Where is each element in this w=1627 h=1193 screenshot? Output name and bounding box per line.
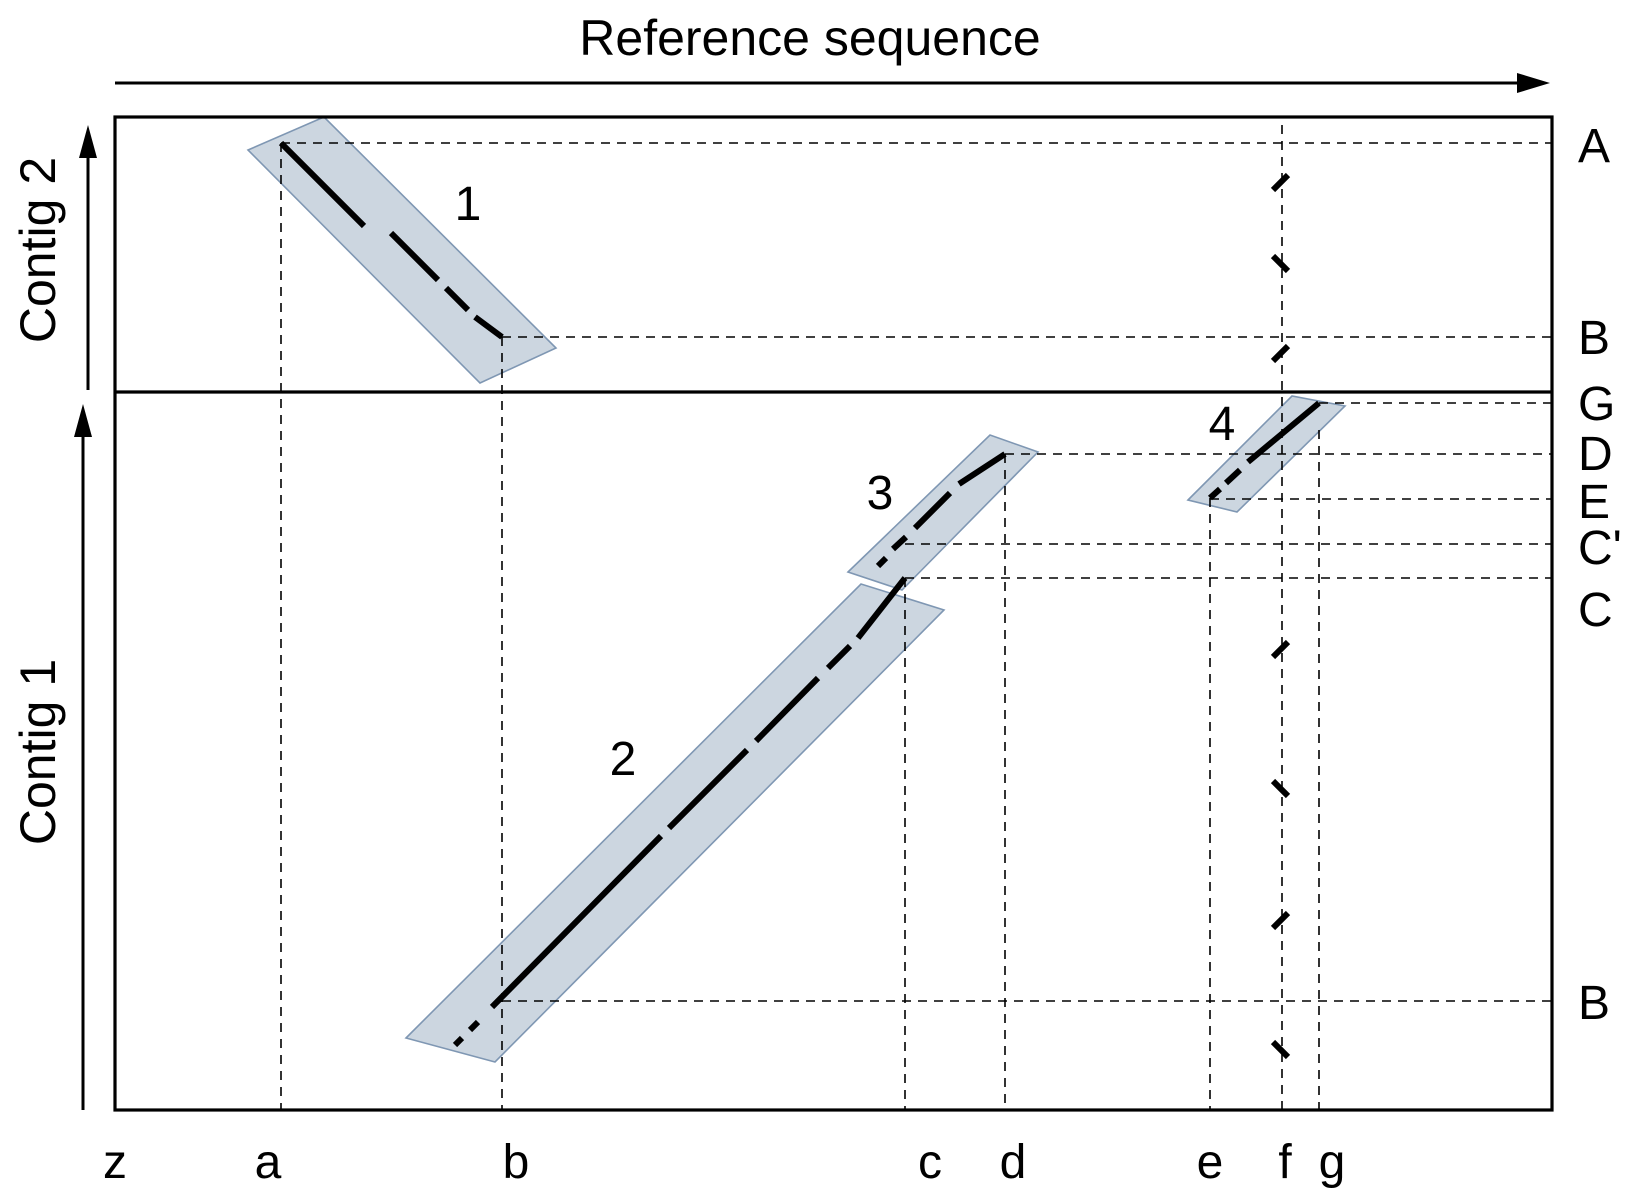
y-label-G: G <box>1578 378 1615 431</box>
segment-label-1: 1 <box>455 178 482 231</box>
x-tick-e: e <box>1197 1136 1224 1189</box>
x-tick-d: d <box>1000 1136 1027 1189</box>
horizontal-guides <box>281 142 1552 1002</box>
y-label-B-bottom: B <box>1578 977 1610 1030</box>
x-tick-b: b <box>503 1136 530 1189</box>
y-label-C: C <box>1578 584 1613 637</box>
x-tick-a: a <box>255 1136 282 1189</box>
alignment-line-4 <box>1207 400 1321 501</box>
alignment-band-3 <box>846 434 1040 591</box>
contig2-label: Contig 2 <box>10 157 66 343</box>
y-label-E: E <box>1578 476 1610 529</box>
y-label-C-prime: C' <box>1578 522 1622 575</box>
contig1-label: Contig 1 <box>10 659 66 845</box>
x-tick-g: g <box>1319 1136 1346 1189</box>
segment-label-4: 4 <box>1209 398 1236 451</box>
alignment-line-1 <box>278 140 504 340</box>
reference-sequence-title: Reference sequence <box>579 10 1040 66</box>
y-label-A: A <box>1578 120 1610 173</box>
x-tick-f: f <box>1278 1136 1292 1189</box>
y-label-B-top: B <box>1578 312 1610 365</box>
reference-direction-arrow <box>115 73 1550 93</box>
alignment-line-2 <box>452 576 908 1048</box>
alignment-line-3 <box>875 451 1007 569</box>
contig2-direction-arrow <box>79 125 97 390</box>
contig1-direction-arrow <box>74 404 92 1110</box>
segment-label-3: 3 <box>867 467 894 520</box>
plot-frame <box>113 115 1554 1112</box>
x-tick-z: z <box>103 1136 127 1189</box>
repeat-marks-f <box>1270 172 1291 1060</box>
segment-label-2: 2 <box>610 733 637 786</box>
x-tick-c: c <box>918 1136 942 1189</box>
y-label-D: D <box>1578 428 1613 481</box>
